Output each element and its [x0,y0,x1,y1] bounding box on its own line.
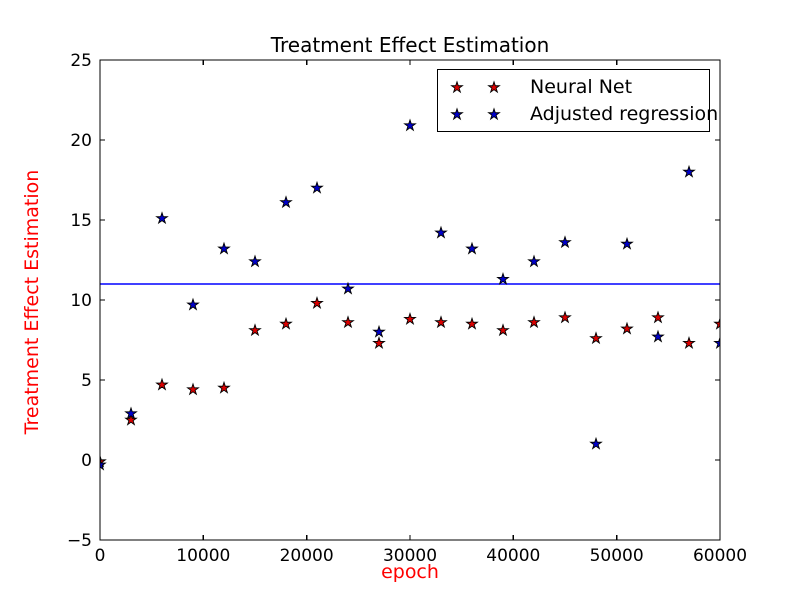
svg-text:50000: 50000 [590,546,644,566]
svg-text:60000: 60000 [693,546,747,566]
svg-text:20000: 20000 [280,546,334,566]
chart-title: Treatment Effect Estimation [270,33,550,57]
svg-text:40000: 40000 [486,546,540,566]
star-icon-blue [450,106,501,120]
svg-text:10000: 10000 [176,546,230,566]
svg-text:−5: −5 [67,531,92,551]
legend-label: Neural Net [530,76,633,98]
x-axis-label: epoch [381,561,439,583]
svg-text:5: 5 [81,371,92,391]
legend: Neural Net Adjusted regression [437,69,718,132]
legend-entry-adjusted-regression: Adjusted regression [438,101,718,128]
star-icon-red [450,79,501,93]
svg-text:15: 15 [70,211,92,231]
svg-text:0: 0 [81,451,92,471]
svg-text:10: 10 [70,291,92,311]
legend-entry-neural-net: Neural Net [438,74,709,101]
svg-text:30000: 30000 [383,546,437,566]
legend-label: Adjusted regression [530,103,719,125]
svg-text:25: 25 [70,51,92,71]
y-axis-label: Treatment Effect Estimation [21,169,43,435]
svg-text:20: 20 [70,131,92,151]
svg-text:0: 0 [95,546,106,566]
